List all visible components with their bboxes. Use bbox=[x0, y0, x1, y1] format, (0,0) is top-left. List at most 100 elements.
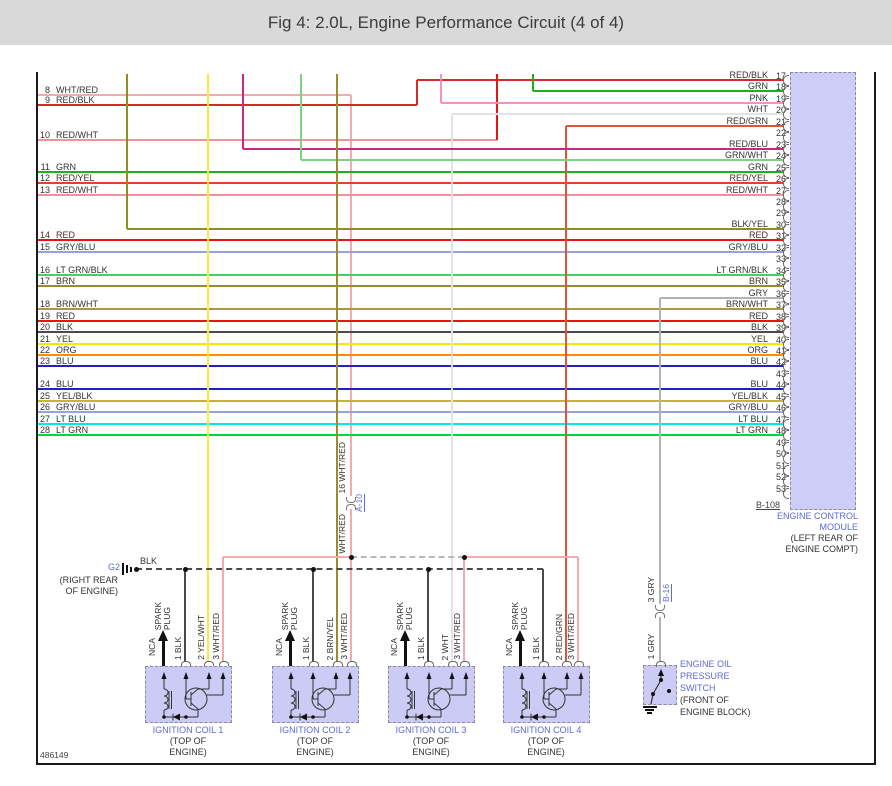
left-pin-number: 14 bbox=[39, 230, 50, 240]
wire-grn bbox=[38, 171, 783, 173]
junction-dot bbox=[462, 555, 467, 560]
left-pin-number: 8 bbox=[44, 85, 50, 95]
pin-connector-icon bbox=[347, 661, 357, 667]
junction-dot bbox=[183, 567, 188, 572]
wire-pnk bbox=[440, 74, 442, 103]
ecm-pin-number: 19 bbox=[775, 94, 786, 104]
ignition-coil-schematic bbox=[161, 672, 226, 721]
ecm-pin-hook bbox=[783, 361, 789, 372]
ecm-pin-label: ORG bbox=[747, 345, 768, 355]
coil-location-line2: ENGINE) bbox=[412, 747, 450, 757]
wire-red-blu bbox=[243, 148, 783, 150]
ecm-pin-number: 47 bbox=[775, 415, 786, 425]
ecm-pin-hook bbox=[783, 212, 789, 223]
ignition-coil-box bbox=[145, 666, 232, 723]
left-pin-label: YEL/BLK bbox=[56, 391, 93, 401]
left-pin-number: 18 bbox=[39, 299, 50, 309]
wire-wht-red bbox=[463, 557, 465, 662]
ecm-pin-number: 53 bbox=[775, 484, 786, 494]
wire-lt-grn bbox=[38, 434, 783, 436]
pin-connector-icon bbox=[448, 661, 458, 667]
ecm-pin-number: 42 bbox=[775, 357, 786, 367]
ecm-location-line2: ENGINE COMPT) bbox=[785, 544, 858, 554]
ecm-pin-hook bbox=[783, 224, 789, 235]
g2-ground-icon bbox=[130, 567, 132, 572]
wire-red bbox=[496, 74, 498, 140]
ecm-pin-number: 33 bbox=[775, 254, 786, 264]
g2-ground-id: G2 bbox=[107, 562, 120, 572]
left-pin-number: 26 bbox=[39, 402, 50, 412]
wire-wht bbox=[452, 113, 783, 115]
pin-connector-icon bbox=[219, 661, 229, 667]
nca-label: NCA bbox=[274, 638, 284, 656]
wire-brn-yel bbox=[336, 74, 338, 662]
ecm-pin-hook bbox=[783, 373, 789, 384]
ecm-pin-number: 36 bbox=[775, 289, 786, 299]
spark-plug-label: PLUG bbox=[162, 606, 172, 630]
ecm-location-line1: (LEFT REAR OF bbox=[790, 533, 858, 543]
spark-plug-arrow bbox=[519, 640, 522, 666]
coil-pin-label: 1 BLK bbox=[173, 636, 183, 660]
ecm-pin-label: WHT bbox=[747, 104, 769, 114]
left-pin-label: GRY/BLU bbox=[56, 402, 96, 412]
coil-pin-label: 1 BLK bbox=[301, 636, 311, 660]
oil-switch-name-line2: PRESSURE bbox=[680, 671, 730, 681]
pin-connector-icon bbox=[460, 661, 470, 667]
ecm-pin-label: GRY/BLU bbox=[728, 242, 768, 252]
wire-blu bbox=[38, 388, 783, 390]
left-pin-label: RED/WHT bbox=[56, 185, 98, 195]
wire-lt-grn-blk bbox=[38, 274, 783, 276]
coil-name: IGNITION COIL 3 bbox=[395, 725, 467, 735]
g2-location-line2: OF ENGINE) bbox=[65, 586, 118, 596]
coil-pin-label: 1 BLK bbox=[531, 636, 541, 660]
wire-blk-yel bbox=[126, 74, 128, 229]
left-pin-number: 21 bbox=[39, 334, 50, 344]
spark-plug-arrowhead-icon bbox=[158, 630, 168, 641]
coil-location-line1: (TOP OF bbox=[296, 736, 334, 746]
figure-title: Fig 4: 2.0L, Engine Performance Circuit … bbox=[267, 12, 625, 32]
ecm-pin-label: RED/BLK bbox=[729, 70, 768, 80]
left-pin-number: 20 bbox=[39, 322, 50, 332]
inline-connector-icon bbox=[346, 504, 356, 510]
ecm-pin-hook bbox=[783, 155, 789, 166]
left-pin-label: GRY/BLU bbox=[56, 242, 96, 252]
oil-switch-name-line1: ENGINE OIL bbox=[680, 659, 732, 669]
ecm-pin-label: RED/YEL bbox=[729, 173, 768, 183]
coil-location-line2: ENGINE) bbox=[527, 747, 565, 757]
coil-location-line2: ENGINE) bbox=[296, 747, 334, 757]
ecm-pin-hook bbox=[783, 488, 789, 499]
ecm-name-line1: ENGINE CONTROL bbox=[776, 511, 858, 521]
left-pin-number: 10 bbox=[39, 130, 50, 140]
ecm-pin-number: 21 bbox=[775, 117, 786, 127]
wire-wht-red bbox=[464, 556, 578, 558]
ecm-pin-number: 24 bbox=[775, 151, 786, 161]
spark-plug-arrowhead-icon bbox=[400, 630, 410, 641]
wire-red-wht bbox=[38, 194, 783, 196]
wire-blu bbox=[38, 365, 783, 367]
left-pin-label: WHT/RED bbox=[56, 85, 98, 95]
ecm-pin-hook bbox=[783, 247, 789, 258]
oil-pressure-switch-box bbox=[643, 665, 677, 705]
ecm-pin-hook bbox=[783, 316, 789, 327]
ecm-pin-label: YEL/BLK bbox=[731, 391, 768, 401]
coil-pin-label: 3 WHT/RED bbox=[566, 613, 576, 660]
coil-name: IGNITION COIL 1 bbox=[152, 725, 224, 735]
left-pin-number: 13 bbox=[39, 185, 50, 195]
ecm-pin-hook bbox=[783, 201, 789, 212]
nca-label: NCA bbox=[147, 638, 157, 656]
wire-blk bbox=[184, 569, 186, 662]
coil-pin-label: 2 RED/GRN bbox=[554, 613, 564, 660]
wire-lt-blu bbox=[38, 423, 783, 425]
left-pin-number: 19 bbox=[39, 311, 50, 321]
ignition-coil-schematic bbox=[404, 672, 469, 721]
ecm-pin-label: BRN/WHT bbox=[726, 299, 768, 309]
wire-red bbox=[38, 320, 783, 322]
wire-brn bbox=[38, 285, 783, 287]
left-pin-label: LT GRN bbox=[56, 425, 89, 435]
wire-wht-red bbox=[222, 557, 224, 662]
left-pin-number: 28 bbox=[39, 425, 50, 435]
spark-plug-arrow bbox=[162, 640, 165, 666]
ecm-pin-label: GRN bbox=[748, 81, 768, 91]
left-pin-label: RED/YEL bbox=[56, 173, 95, 183]
ecm-pin-number: 49 bbox=[775, 438, 786, 448]
